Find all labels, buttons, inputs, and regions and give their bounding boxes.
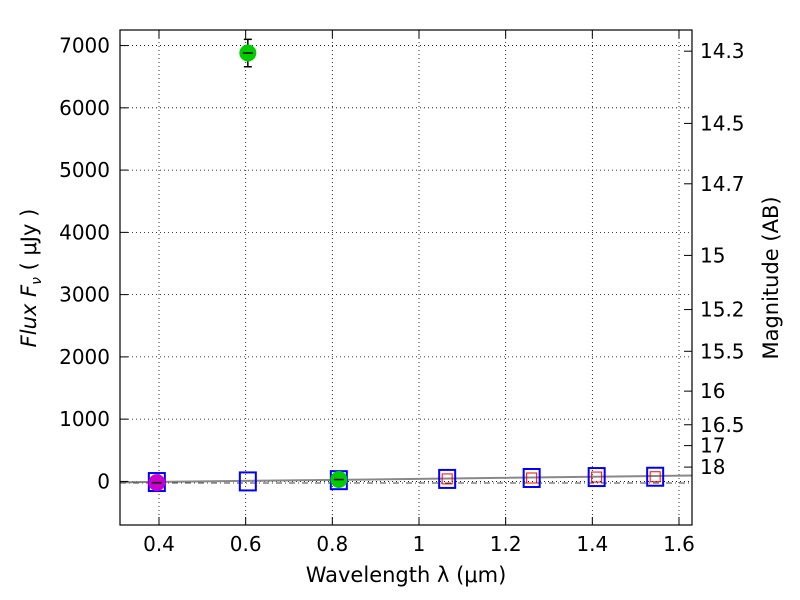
y-tick-label: 0 — [97, 469, 110, 493]
y-tick-label: 3000 — [59, 283, 110, 307]
y-tick-label: 4000 — [59, 220, 110, 244]
x-tick-label: 0.4 — [143, 532, 175, 556]
magnitude-tick-label: 14.5 — [700, 111, 745, 135]
data-markers — [147, 38, 665, 493]
plot-frame — [119, 29, 693, 526]
sed-lines — [119, 474, 693, 484]
sed-line — [119, 474, 693, 484]
magnitude-tick-label: 16.5 — [700, 413, 745, 437]
y-tick-label: 1000 — [59, 407, 110, 431]
x-tick-label: 0.6 — [230, 532, 262, 556]
magnitude-tick-label: 17 — [700, 434, 725, 458]
magnitude-tick-label: 16 — [700, 379, 725, 403]
x-tick-label: 1.4 — [576, 532, 608, 556]
magnitude-tick-label: 18 — [700, 455, 725, 479]
model-inner-marker — [591, 471, 603, 483]
model-square-marker — [438, 468, 457, 489]
magnitude-tick-label: 15.2 — [700, 298, 745, 322]
y-axis-title-unit: ( μJy ) — [17, 209, 41, 277]
magnitude-tick-label: 14.3 — [700, 39, 745, 63]
x-axis-title: Wavelength λ (μm) — [306, 563, 507, 587]
x-tick-label: 1.2 — [490, 532, 522, 556]
model-inner-marker — [441, 473, 453, 485]
x-tick-label: 0.8 — [316, 532, 348, 556]
model-inner-marker — [649, 471, 661, 483]
ticks: 0.4 0.6 0.8 1 1.2 1.4 1.6 0 1000 2000 3000 4000 5000… — [59, 30, 745, 556]
y-tick-label: 7000 — [59, 34, 110, 58]
model-square-marker — [587, 467, 606, 488]
y-axis-title-subscript: ν — [29, 277, 45, 285]
grid — [120, 30, 692, 525]
y-axis-title-main: Flux F — [17, 284, 41, 347]
model-square-marker — [522, 467, 541, 488]
y-tick-label: 6000 — [59, 96, 110, 120]
magnitude-tick-label: 14.7 — [700, 172, 745, 196]
magnitude-tick-label: 15 — [700, 243, 725, 267]
y2-axis-title: Magnitude (AB) — [759, 196, 783, 359]
y-axis-title: Flux Fν ( μJy ) — [17, 209, 45, 348]
x-tick-label: 1.6 — [663, 532, 695, 556]
model-square-marker — [646, 466, 665, 487]
x-tick-label: 1 — [413, 532, 426, 556]
model-inner-marker — [526, 472, 538, 484]
model-square-marker — [238, 471, 257, 492]
y-tick-label: 2000 — [59, 345, 110, 369]
y-tick-label: 5000 — [59, 158, 110, 182]
magnitude-tick-label: 15.5 — [700, 339, 745, 363]
